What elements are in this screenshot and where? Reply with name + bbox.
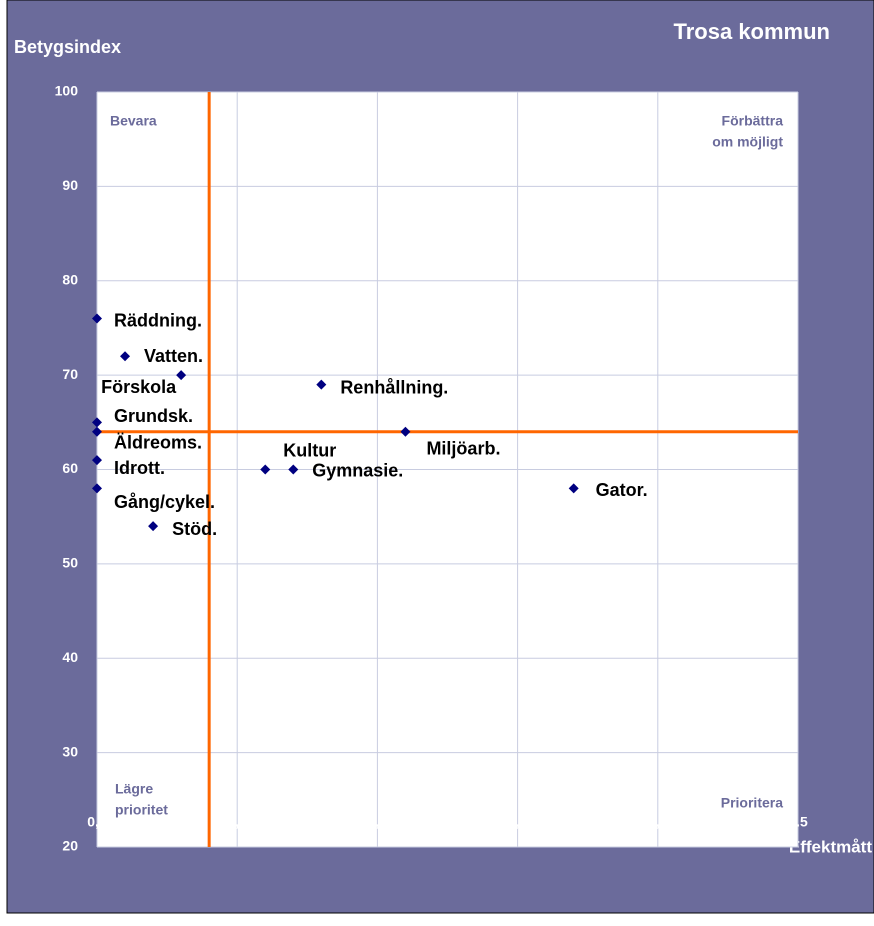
y-axis-label: Betygsindex (14, 37, 121, 57)
y-tick-label: 70 (62, 366, 78, 382)
point-label: Gång/cykel. (114, 492, 215, 512)
quadrant-annotation: prioritet (115, 802, 168, 818)
y-tick-label: 80 (62, 271, 78, 287)
point-label: Grundsk. (114, 406, 193, 426)
point (260, 464, 271, 475)
point (288, 464, 299, 475)
point-label: Stöd. (172, 519, 217, 539)
point-label: Förskola (101, 377, 177, 397)
chart-title: Trosa kommun (674, 19, 830, 44)
point (400, 426, 411, 437)
point-label: Gator. (596, 480, 648, 500)
point (92, 417, 102, 428)
y-tick-label: 90 (62, 177, 78, 193)
x-tick-label: 1,5 (508, 814, 528, 830)
point-label: Räddning. (114, 310, 202, 330)
point (316, 379, 327, 390)
y-tick-label: 50 (62, 555, 78, 571)
point (120, 351, 131, 362)
point-label: Kultur (283, 440, 336, 460)
quadrant-annotation: Prioritera (721, 795, 783, 811)
point (568, 483, 579, 494)
point (92, 426, 102, 437)
quadrant-annotation: Lägre (115, 781, 153, 797)
x-tick-label: 2,0 (648, 814, 668, 830)
point (92, 455, 102, 466)
point (92, 313, 102, 324)
x-axis-label: Effektmått (789, 837, 872, 856)
point-label: Vatten. (144, 346, 203, 366)
point (92, 483, 102, 494)
x-tick-label: 0,0 (87, 814, 107, 830)
point-label: Idrott. (114, 458, 165, 478)
point-label: Äldreoms. (114, 433, 202, 453)
x-tick-label: 0,5 (227, 814, 247, 830)
y-tick-label: 20 (62, 838, 78, 854)
point-label: Miljöarb. (426, 439, 500, 459)
y-tick-label: 60 (62, 460, 78, 476)
point (148, 521, 159, 532)
point-label: Renhållning. (340, 377, 448, 397)
x-tick-label: 1,0 (368, 814, 388, 830)
quadrant-annotation: Förbättra (722, 113, 784, 129)
point (176, 370, 187, 381)
y-tick-label: 100 (55, 83, 79, 99)
y-tick-label: 40 (62, 649, 78, 665)
y-tick-label: 30 (62, 743, 78, 759)
quadrant-annotation: om möjligt (712, 134, 783, 150)
point-label: Gymnasie. (312, 460, 403, 480)
x-tick-label: 2.5 (788, 814, 808, 830)
quadrant-annotation: Bevara (110, 113, 157, 129)
